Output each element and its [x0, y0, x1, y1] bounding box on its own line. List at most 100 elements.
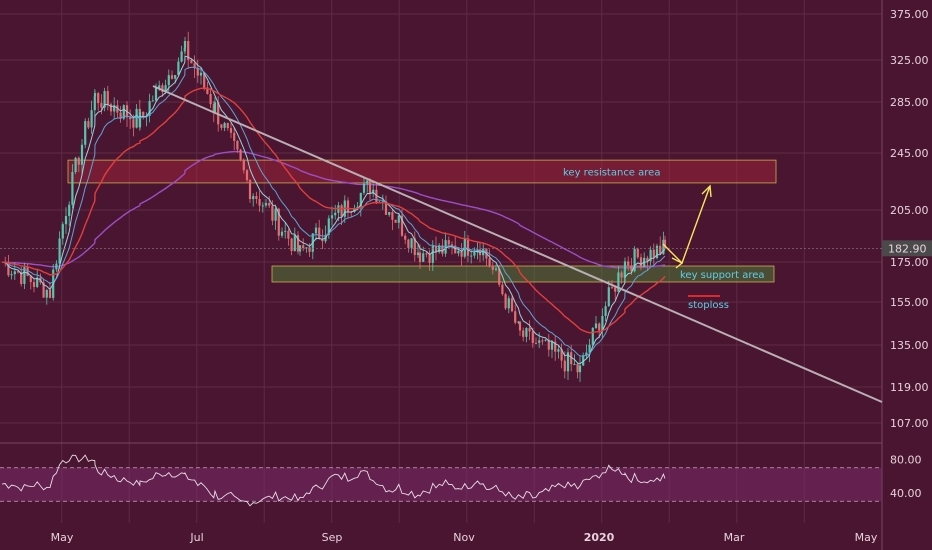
- candle-body: [87, 121, 90, 128]
- candle-body: [636, 248, 639, 258]
- candle-body: [588, 344, 591, 353]
- candle-body: [321, 238, 324, 242]
- candle-body: [410, 238, 413, 248]
- y-tick-label: 155.00: [890, 296, 929, 309]
- candle-body: [293, 235, 296, 251]
- candle-body: [557, 349, 560, 352]
- candle-body: [460, 250, 463, 257]
- candle-body: [598, 323, 601, 331]
- candle-body: [416, 252, 420, 256]
- candle-body: [337, 205, 340, 213]
- candle-body: [544, 339, 547, 341]
- candle-body: [135, 108, 138, 128]
- candle-body: [646, 257, 649, 262]
- candle-body: [77, 157, 80, 165]
- candle-body: [148, 101, 151, 116]
- candle-body: [142, 111, 145, 116]
- candle-body: [566, 352, 570, 372]
- x-tick-label: Sep: [322, 531, 343, 544]
- candle-body: [302, 245, 305, 249]
- candle-body: [454, 245, 457, 254]
- candle-body: [488, 258, 491, 267]
- candle-body: [151, 100, 154, 102]
- candle-body: [504, 294, 507, 309]
- candle-body: [93, 96, 96, 111]
- candle-body: [287, 230, 290, 239]
- candle-body: [550, 341, 554, 350]
- candle-body: [563, 360, 566, 372]
- candle-body: [7, 262, 10, 276]
- candle-body: [522, 330, 525, 337]
- candle-body: [174, 75, 177, 79]
- candle-body: [517, 321, 520, 323]
- candle-body: [633, 248, 636, 272]
- resistance-zone-label: key resistance area: [563, 168, 660, 179]
- candle-body: [80, 144, 84, 165]
- x-tick-label: May: [855, 531, 878, 544]
- candle-body: [362, 183, 366, 193]
- y-tick-label: 375.00: [890, 8, 929, 21]
- x-tick-label: Nov: [453, 531, 475, 544]
- candle-body: [482, 248, 485, 256]
- candle-body: [372, 189, 375, 194]
- candle-body: [518, 321, 522, 331]
- candle-body: [55, 263, 58, 270]
- candle-body: [187, 40, 190, 60]
- candle-body: [604, 306, 607, 316]
- candle-body: [368, 180, 372, 194]
- candle-body: [444, 240, 447, 254]
- y-tick-label: 285.00: [890, 96, 929, 109]
- candle-body: [10, 274, 13, 276]
- candle-body: [23, 267, 26, 284]
- grid-lines: [0, 0, 883, 550]
- candle-body: [607, 287, 610, 307]
- ema-mid-line: [1, 66, 666, 357]
- candle-body: [591, 327, 594, 345]
- candle-body: [418, 252, 422, 262]
- candle-body: [180, 51, 183, 62]
- candle-body: [353, 207, 356, 212]
- candle-body: [330, 215, 334, 219]
- support-zone: [271, 265, 775, 283]
- candle-body: [510, 298, 514, 312]
- candle-body: [346, 200, 350, 212]
- candle-body: [84, 121, 87, 145]
- candle-body: [327, 218, 330, 235]
- candle-body: [585, 352, 588, 356]
- candle-body: [576, 364, 579, 373]
- candle-body: [203, 72, 206, 88]
- candle-body: [119, 112, 122, 119]
- candle-body: [103, 91, 106, 108]
- candle-body: [61, 224, 64, 239]
- y-tick-label: 107.00: [890, 417, 929, 430]
- candle-body: [620, 272, 623, 278]
- candle-body: [13, 271, 16, 275]
- candle-body: [534, 342, 538, 344]
- candle-body: [659, 245, 662, 255]
- candle-body: [97, 93, 100, 104]
- x-axis: May Jul Sep Nov 2020 Mar May: [51, 531, 878, 544]
- candle-body: [525, 327, 528, 337]
- candle-body: [68, 204, 71, 216]
- candle-body: [617, 272, 620, 292]
- candle-body: [501, 284, 504, 295]
- candle-body: [109, 104, 113, 112]
- y-tick-label: 205.00: [890, 204, 929, 217]
- x-tick-label: Jul: [189, 531, 203, 544]
- candle-body: [601, 315, 604, 331]
- candle-body: [491, 266, 494, 270]
- candle-body: [277, 208, 280, 236]
- candle-body: [271, 205, 274, 221]
- candle-body: [314, 227, 318, 234]
- candle-body: [425, 253, 428, 255]
- support-zone-label: key support area: [680, 270, 765, 281]
- candle-body: [340, 205, 343, 217]
- ema-slow-line: [1, 87, 666, 334]
- candle-body: [422, 253, 425, 262]
- candle-body: [308, 247, 311, 252]
- candle-body: [90, 110, 93, 128]
- candle-body: [655, 245, 659, 258]
- candle-body: [245, 170, 249, 181]
- candle-body: [236, 140, 239, 150]
- candle-body: [177, 61, 180, 76]
